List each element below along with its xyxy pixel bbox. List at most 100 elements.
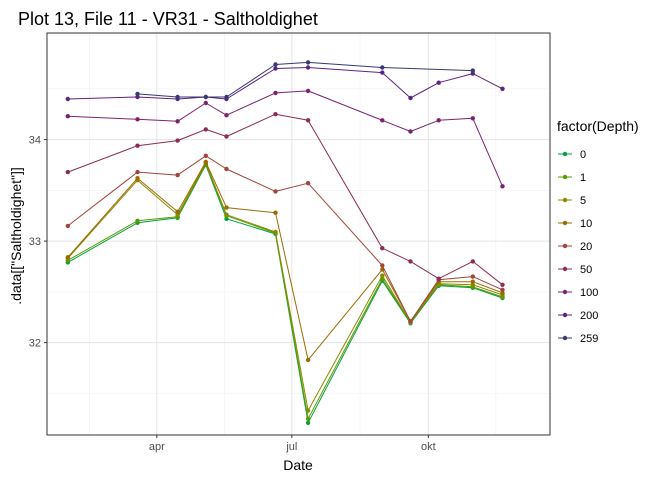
series-line-50 <box>67 113 503 286</box>
data-point-50 <box>500 282 505 287</box>
legend-key-point-10 <box>562 220 568 226</box>
legend-label-10: 10 <box>580 218 592 230</box>
data-point-5 <box>273 229 278 235</box>
data-point-200 <box>380 70 385 75</box>
chart-title: Plot 13, File 11 - VR31 - Saltholdighet <box>18 9 318 29</box>
data-point-1 <box>305 416 311 421</box>
data-point-259 <box>135 91 140 97</box>
data-point-100 <box>408 129 413 134</box>
legend-key-point-100 <box>562 289 568 295</box>
legend-key-point-0 <box>562 151 568 157</box>
data-point-200 <box>65 96 71 102</box>
series-line-100 <box>67 90 503 187</box>
data-point-1 <box>135 218 140 223</box>
data-point-5 <box>380 273 385 278</box>
data-point-20 <box>500 287 505 292</box>
legend-label-0: 0 <box>580 149 586 161</box>
data-point-5 <box>305 408 311 413</box>
data-point-50 <box>380 246 385 251</box>
data-point-10 <box>305 357 311 363</box>
legend-label-50: 50 <box>580 264 592 276</box>
data-point-100 <box>436 118 441 123</box>
data-point-100 <box>175 119 180 124</box>
data-point-20 <box>305 181 311 186</box>
data-point-10 <box>470 279 475 284</box>
data-point-50 <box>175 138 180 143</box>
y-tick-label: 32 <box>29 338 41 350</box>
series-line-259 <box>137 61 473 98</box>
x-axis-title: Date <box>283 457 313 473</box>
data-point-50 <box>65 169 71 175</box>
legend-key-point-50 <box>562 266 568 272</box>
plot-border <box>46 32 551 436</box>
y-tick-label: 34 <box>29 135 41 147</box>
data-point-100 <box>203 100 208 106</box>
data-point-20 <box>65 223 71 229</box>
legend-label-1: 1 <box>580 172 586 184</box>
series-line-200 <box>67 67 503 100</box>
legend-key-point-200 <box>562 312 568 318</box>
legend-key-point-5 <box>562 197 568 203</box>
legend-key-point-20 <box>562 243 568 249</box>
legend-title: factor(Depth) <box>557 118 639 134</box>
series-line-5 <box>67 162 503 412</box>
data-point-10 <box>203 159 208 165</box>
data-point-20 <box>273 189 278 194</box>
data-point-200 <box>500 86 505 92</box>
data-point-10 <box>500 290 505 296</box>
data-point-200 <box>273 66 278 71</box>
data-point-100 <box>500 184 505 189</box>
series-line-20 <box>67 155 503 322</box>
data-point-259 <box>224 94 229 100</box>
y-tick-label: 33 <box>29 236 41 248</box>
data-point-0 <box>224 216 229 221</box>
legend-label-200: 200 <box>580 310 598 322</box>
data-point-10 <box>175 209 180 214</box>
y-axis-title: .data[["Saltholdighet"]] <box>8 167 24 305</box>
data-point-10 <box>65 255 71 260</box>
legend-label-100: 100 <box>580 287 598 299</box>
data-point-20 <box>175 172 180 178</box>
data-point-50 <box>305 118 311 123</box>
data-point-259 <box>470 68 475 73</box>
legend-key-point-259 <box>562 335 568 341</box>
data-point-200 <box>436 80 441 85</box>
data-point-100 <box>224 113 229 118</box>
legend-label-5: 5 <box>580 195 586 207</box>
x-tick-label: jul <box>285 441 297 453</box>
legend: factor(Depth) 0 1 5 10 20 50 100 200 259 <box>557 118 639 345</box>
data-point-200 <box>305 65 311 70</box>
legend-label-20: 20 <box>580 241 592 253</box>
data-point-20 <box>203 153 208 158</box>
data-point-100 <box>273 90 278 96</box>
data-point-5 <box>470 282 475 287</box>
data-point-50 <box>408 259 413 264</box>
data-point-20 <box>408 319 413 324</box>
data-point-259 <box>273 62 278 67</box>
data-point-259 <box>380 65 385 70</box>
data-point-259 <box>203 94 208 100</box>
data-point-10 <box>224 205 229 210</box>
data-point-50 <box>436 276 441 281</box>
x-tick-label: okt <box>421 441 436 453</box>
data-point-100 <box>305 88 311 94</box>
data-point-10 <box>135 176 140 181</box>
data-point-259 <box>175 94 180 100</box>
data-point-50 <box>135 143 140 148</box>
data-point-50 <box>273 112 278 117</box>
series-line-10 <box>67 161 503 361</box>
data-point-0 <box>305 420 311 425</box>
x-tick-label: apr <box>149 441 165 453</box>
data-point-20 <box>380 263 385 268</box>
series-line-1 <box>67 163 503 420</box>
data-point-10 <box>273 210 278 215</box>
legend-label-259: 259 <box>580 333 598 345</box>
data-point-100 <box>380 118 385 123</box>
plot-panel <box>47 33 550 435</box>
data-point-50 <box>470 259 475 264</box>
data-point-100 <box>65 114 71 119</box>
data-point-50 <box>203 127 208 132</box>
data-point-20 <box>224 166 229 172</box>
